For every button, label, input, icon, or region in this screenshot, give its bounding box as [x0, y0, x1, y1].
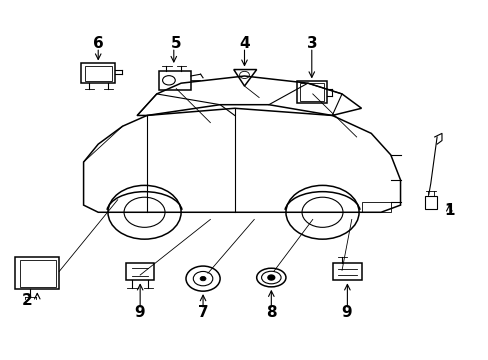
Text: 1: 1	[443, 203, 454, 218]
Text: 9: 9	[134, 305, 144, 320]
Text: 5: 5	[171, 36, 181, 51]
Text: 7: 7	[197, 305, 208, 320]
Text: 8: 8	[265, 305, 276, 320]
Text: 6: 6	[93, 36, 103, 51]
Text: 9: 9	[341, 305, 351, 320]
Text: 2: 2	[22, 293, 33, 308]
Text: 4: 4	[239, 36, 249, 51]
Circle shape	[200, 276, 205, 281]
Text: 3: 3	[307, 36, 317, 51]
Circle shape	[267, 275, 274, 280]
